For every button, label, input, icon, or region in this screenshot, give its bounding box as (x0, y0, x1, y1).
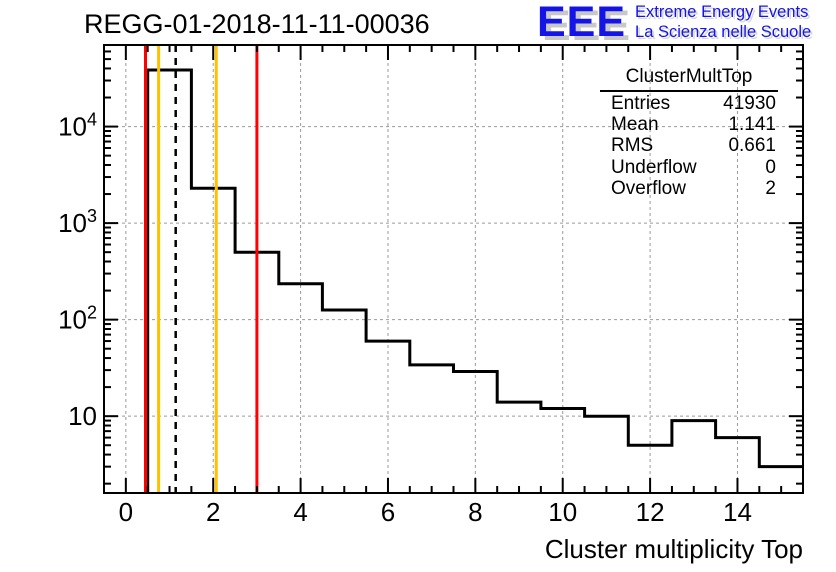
histogram-line (146, 68, 803, 493)
x-tick-label: 6 (381, 497, 395, 527)
stats-label: Overflow (611, 178, 686, 200)
logo-line-2: La Scienza nelle Scuole (635, 23, 812, 41)
stats-label: RMS (611, 135, 654, 157)
x-tick-label: 0 (119, 497, 133, 527)
y-tick-label-base: 10 (58, 112, 87, 142)
stats-value: 0 (765, 156, 776, 178)
stats-row-overflow: Overflow 2 (600, 178, 778, 200)
stats-value: 2 (765, 178, 776, 200)
stats-box: ClusterMultTop Entries 41930 Mean 1.141 … (600, 66, 778, 200)
y-tick-label-base: 10 (58, 305, 87, 335)
stats-label: Entries (611, 92, 671, 114)
y-tick-label: 10 (68, 401, 97, 431)
x-tick-label: 4 (293, 497, 307, 527)
y-tick-label-exponent: 3 (87, 206, 97, 226)
stats-title: ClusterMultTop (600, 66, 778, 92)
y-tick-label: 102 (58, 303, 97, 335)
y-tick-label-base: 10 (58, 208, 87, 238)
x-tick-label: 14 (723, 497, 752, 527)
x-axis-title: Cluster multiplicity Top (544, 534, 803, 564)
y-tick-label: 103 (58, 206, 97, 238)
logo-line-1: Extreme Energy Events (635, 3, 809, 21)
eee-logo-letters: EEE (537, 0, 627, 46)
stats-rows: Entries 41930 Mean 1.141 RMS 0.661 Under… (600, 92, 778, 200)
stats-row-mean: Mean 1.141 (600, 114, 778, 135)
y-tick-label: 104 (58, 110, 97, 142)
stats-value: 1.141 (728, 114, 776, 136)
eee-logo-text: Extreme Energy Events La Scienza nelle S… (635, 2, 811, 42)
plot-title: REGG-01-2018-11-11-00036 (84, 9, 430, 39)
stats-label: Underflow (611, 156, 697, 178)
eee-logo: EEE Extreme Energy Events La Scienza nel… (537, 0, 811, 44)
x-tick-label: 8 (468, 497, 482, 527)
stats-row-rms: RMS 0.661 (600, 135, 778, 157)
stats-value: 41930 (723, 92, 776, 114)
stats-row-entries: Entries 41930 (600, 93, 778, 114)
stats-row-underflow: Underflow 0 (600, 157, 778, 178)
x-tick-label: 2 (206, 497, 220, 527)
stats-label: Mean (611, 114, 659, 136)
y-tick-label-exponent: 4 (87, 110, 97, 130)
y-tick-label-exponent: 2 (87, 303, 97, 323)
stats-value: 0.661 (728, 135, 776, 157)
x-tick-label: 12 (636, 497, 665, 527)
x-tick-label: 10 (548, 497, 577, 527)
